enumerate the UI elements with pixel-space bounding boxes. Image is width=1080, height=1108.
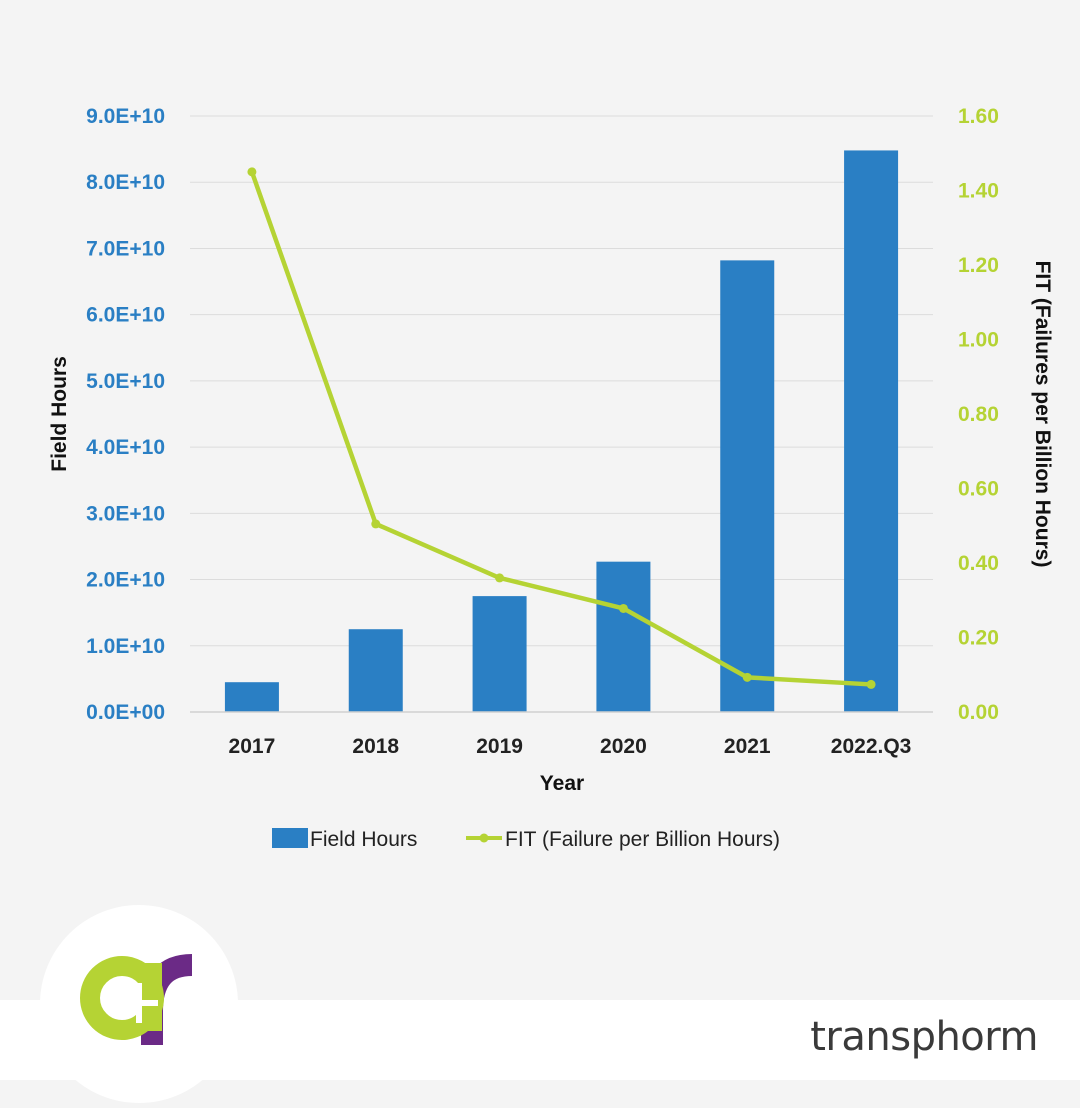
x-tick-label: 2019 [476,735,523,758]
left-tick-label: 6.0E+10 [86,304,165,327]
ar-logo [40,905,238,1103]
combo-chart: 0.0E+00 1.0E+10 2.0E+10 3.0E+10 4.0E+10 5.0E+… [48,105,1054,851]
legend-label-fit: FIT (Failure per Billion Hours) [505,828,780,851]
left-tick-label: 7.0E+10 [86,237,165,260]
right-tick-label: 0.80 [958,403,999,426]
legend-swatch-marker [479,833,489,843]
right-axis-title: FIT (Failures per Billion Hours) [1031,261,1054,568]
fit-point [371,519,381,529]
x-tick-label: 2017 [229,735,276,758]
x-axis-title: Year [540,772,584,795]
legend-label-field-hours: Field Hours [310,828,417,851]
bar-field-hours [472,596,527,712]
right-tick-label: 0.40 [958,552,999,575]
fit-point [742,672,752,682]
x-axis-ticks: 2017 2018 2019 2020 2021 2022.Q3 [229,735,912,758]
fit-point [495,573,505,583]
bar-field-hours [596,561,651,712]
bar-field-hours [224,682,279,712]
right-axis-ticks: 0.00 0.20 0.40 0.60 0.80 1.00 1.20 1.40 1.60 [958,105,999,724]
ar-logo-icon [80,954,193,1045]
left-tick-label: 0.0E+00 [86,701,165,724]
x-tick-label: 2020 [600,735,647,758]
left-tick-label: 2.0E+10 [86,569,165,592]
fit-line-path [249,171,872,687]
line-series [247,167,876,689]
left-tick-label: 8.0E+10 [86,171,165,194]
right-tick-label: 1.00 [958,329,999,352]
left-tick-label: 9.0E+10 [86,105,165,128]
left-tick-label: 3.0E+10 [86,502,165,525]
left-tick-label: 1.0E+10 [86,635,165,658]
x-tick-label: 2018 [352,735,399,758]
right-tick-label: 1.20 [958,254,999,277]
bar-series [224,150,899,713]
right-tick-label: 1.60 [958,105,999,128]
right-tick-label: 0.20 [958,627,999,650]
bar-field-hours [720,260,775,712]
right-tick-label: 0.60 [958,478,999,501]
bar-field-hours [844,150,899,713]
right-tick-label: 0.00 [958,701,999,724]
fit-point [618,603,628,613]
fit-point [866,679,876,689]
x-tick-label: 2022.Q3 [831,735,912,758]
left-axis-title: Field Hours [48,356,71,472]
x-tick-label: 2021 [724,735,771,758]
bar-field-hours [348,629,403,712]
brand-name: transphorm [810,1014,1038,1060]
right-tick-label: 1.40 [958,180,999,203]
legend: Field Hours FIT (Failure per Billion Hou… [272,828,780,851]
fit-point [247,167,257,177]
legend-swatch-bar [272,828,308,848]
brand-logo: transphorm [810,1014,1038,1060]
gridlines [190,115,933,647]
left-axis-ticks: 0.0E+00 1.0E+10 2.0E+10 3.0E+10 4.0E+10 5.0E+… [86,105,165,724]
left-tick-label: 4.0E+10 [86,436,165,459]
left-tick-label: 5.0E+10 [86,370,165,393]
